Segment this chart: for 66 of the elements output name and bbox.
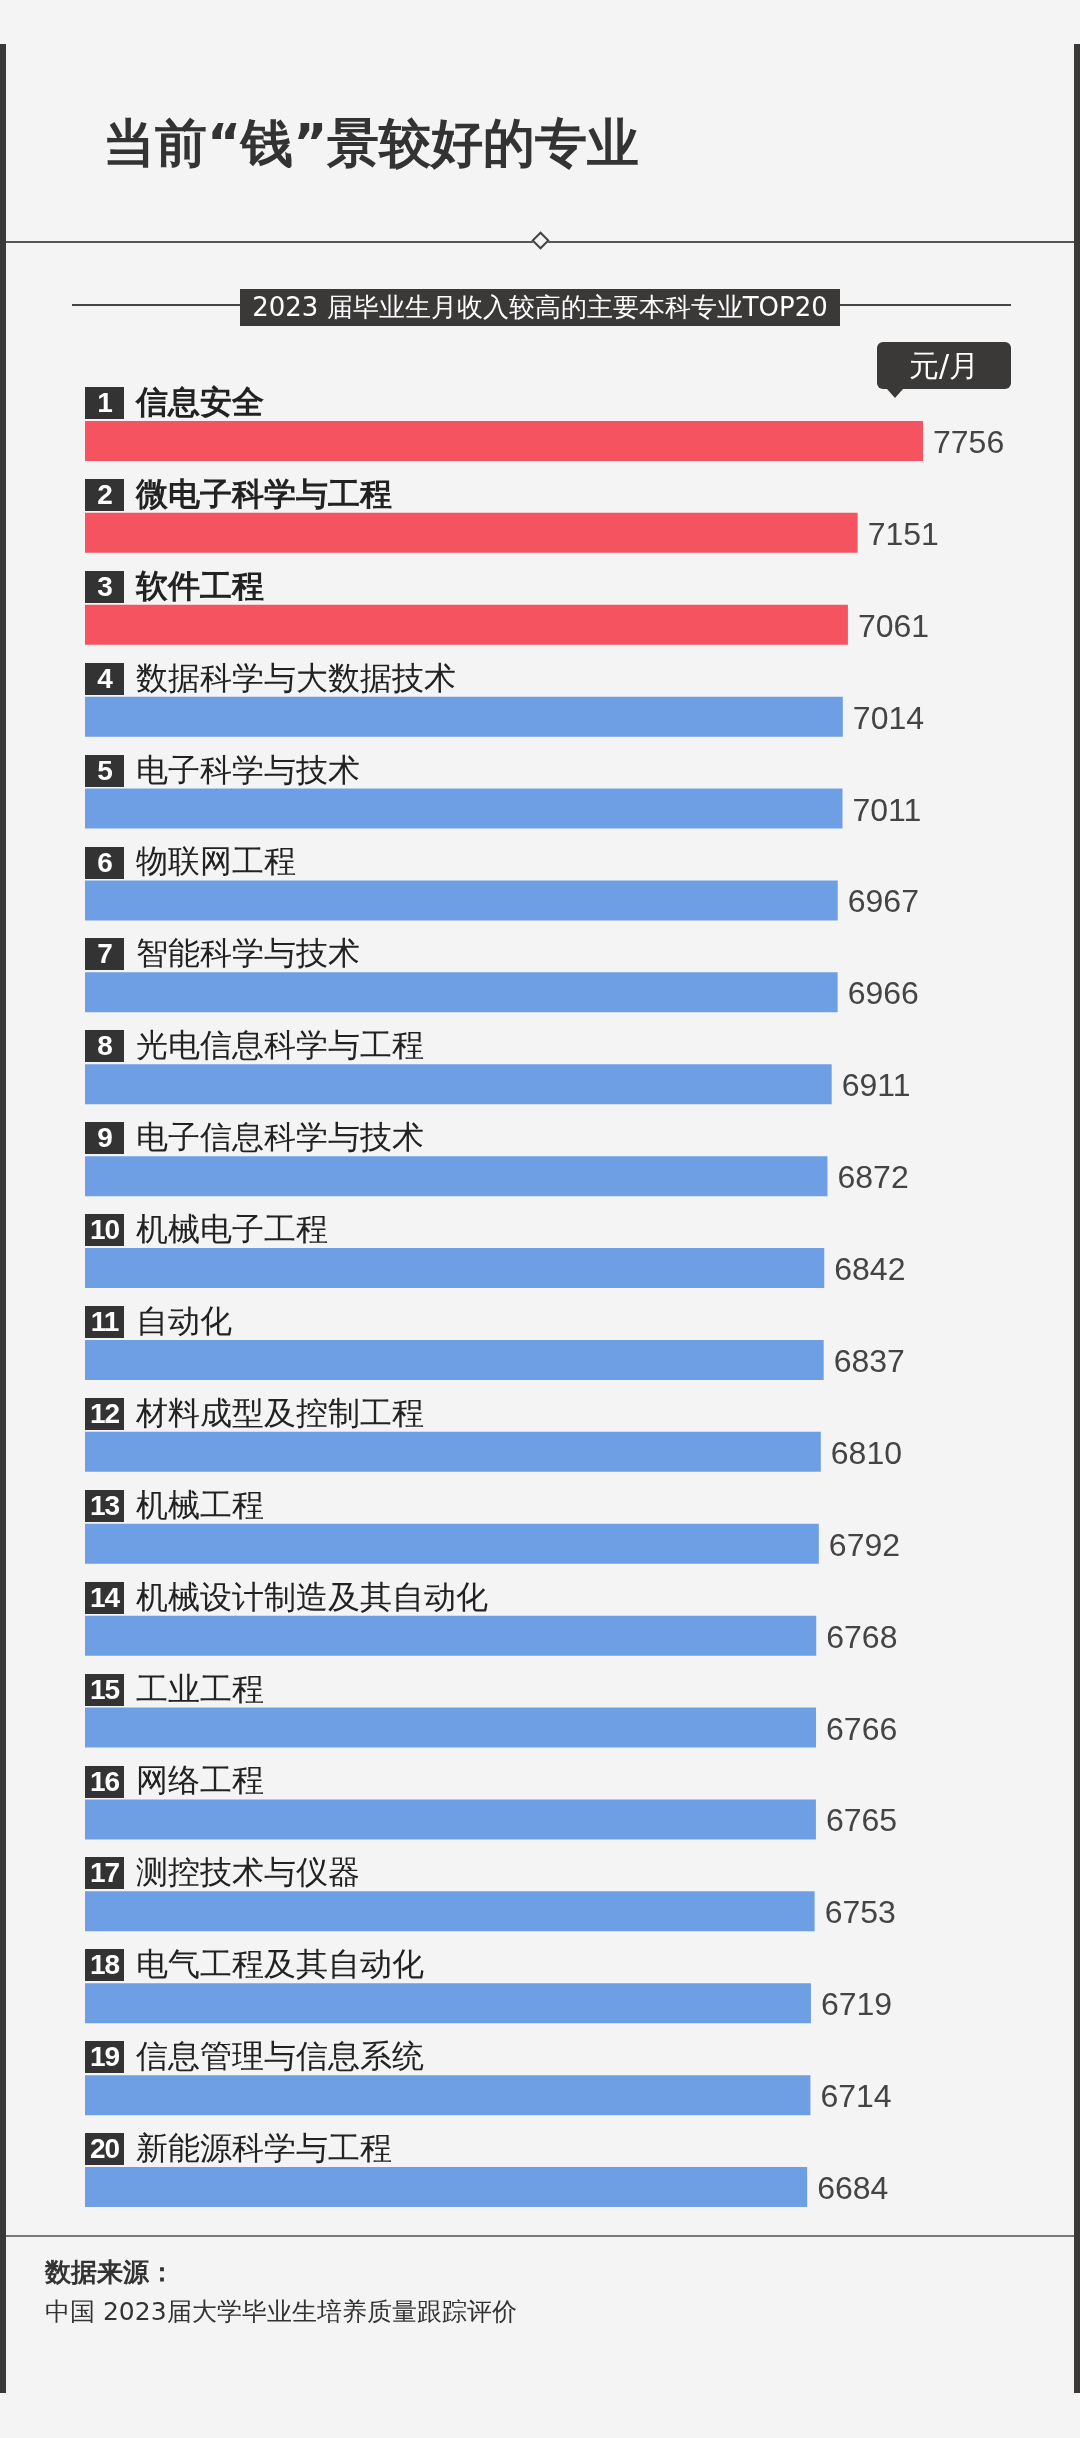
data-label: 6792 xyxy=(828,1526,901,1563)
data-label: 6872 xyxy=(837,1159,909,1196)
bar xyxy=(85,1983,811,2024)
data-label: 6684 xyxy=(817,2170,889,2207)
bar xyxy=(85,696,843,737)
category-label: 20 新能源科学与工程 xyxy=(89,2129,392,2168)
category-label: 14 机械设计制造及其自动化 xyxy=(89,1577,488,1616)
data-label: 6714 xyxy=(820,2078,892,2115)
category-label: 16 网络工程 xyxy=(89,1761,264,1800)
bar xyxy=(85,1707,817,1748)
category-label: 6 物联网工程 xyxy=(97,842,296,881)
category-label: 4 数据科学与大数据技术 xyxy=(97,658,456,697)
data-label: 7756 xyxy=(933,423,1005,460)
data-label: 7011 xyxy=(852,791,922,828)
bar xyxy=(85,972,838,1013)
category-label: 7 智能科学与技术 xyxy=(97,934,360,973)
category-label: 13 机械工程 xyxy=(89,1485,264,1524)
data-label: 6810 xyxy=(830,1434,902,1471)
category-label: 10 机械电子工程 xyxy=(89,1210,328,1249)
category-label: 3 软件工程 xyxy=(97,566,264,605)
data-label: 6966 xyxy=(847,975,919,1012)
bar xyxy=(85,2075,811,2116)
chart-subtitle: 2023 届毕业生月收入较高的主要本科专业TOP20 xyxy=(252,292,828,322)
bar xyxy=(85,1248,825,1289)
bar xyxy=(85,420,923,461)
bar xyxy=(85,1064,832,1105)
data-label: 6719 xyxy=(820,1986,893,2023)
bar xyxy=(85,788,843,829)
data-label: 7151 xyxy=(867,515,939,552)
bar xyxy=(85,1799,816,1840)
category-label: 11 自动化 xyxy=(90,1301,232,1340)
data-label: 7061 xyxy=(857,607,930,644)
category-label: 15 工业工程 xyxy=(89,1669,264,1708)
data-label: 7014 xyxy=(852,699,925,736)
bar xyxy=(85,1891,815,1932)
source-note: 数据来源： xyxy=(45,2256,175,2289)
bar xyxy=(85,1523,819,1564)
data-label: 6753 xyxy=(824,1894,896,1931)
category-label: 17 测控技术与仪器 xyxy=(89,1853,360,1892)
data-label: 6765 xyxy=(825,1802,898,1839)
data-label: 6967 xyxy=(847,883,919,920)
data-label: 6768 xyxy=(826,1618,898,1655)
category-label: 8 光电信息科学与工程 xyxy=(97,1026,424,1065)
bar xyxy=(85,512,858,553)
bar xyxy=(85,1339,824,1380)
data-label: 6766 xyxy=(826,1710,898,1747)
category-label: 2 微电子科学与工程 xyxy=(97,474,392,513)
bar xyxy=(85,1156,828,1197)
chart-title: 当前“钱”景较好的专业 xyxy=(103,112,640,175)
data-label: 6842 xyxy=(834,1251,906,1288)
data-label: 6911 xyxy=(841,1067,911,1104)
category-label: 5 电子科学与技术 xyxy=(97,750,360,789)
data-label: 6837 xyxy=(833,1342,905,1379)
category-label: 9 电子信息科学与技术 xyxy=(97,1118,424,1157)
bar xyxy=(85,880,838,921)
x-axis-title: 元/月 xyxy=(877,342,1011,389)
bar xyxy=(85,2167,808,2208)
bar xyxy=(85,1615,817,1656)
bar xyxy=(85,1431,821,1472)
category-label: 1 信息安全 xyxy=(97,382,264,421)
bar xyxy=(85,604,848,645)
banner: 2023 届毕业生月收入较高的主要本科专业TOP20 xyxy=(240,289,840,326)
category-label: 18 电气工程及其自动化 xyxy=(89,1945,424,1984)
text: 中国 2023届大学毕业生培养质量跟踪评价 xyxy=(45,2296,517,2328)
category-label: 12 材料成型及控制工程 xyxy=(89,1393,424,1432)
category-label: 19 信息管理与信息系统 xyxy=(89,2037,424,2076)
